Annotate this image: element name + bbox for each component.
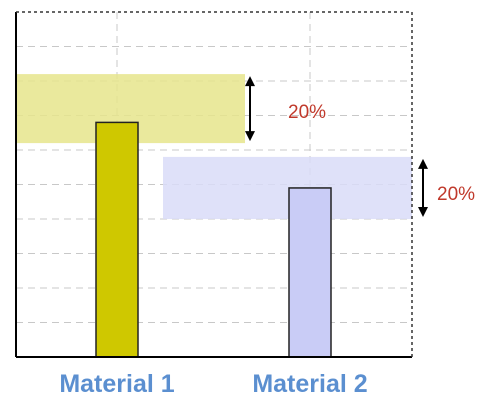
tolerance-arrows (245, 76, 428, 217)
band-2 (163, 156, 412, 219)
band-label-1: 20% (288, 102, 326, 123)
arrow-head-down-1 (245, 131, 255, 142)
tolerance-bands (16, 74, 412, 219)
bar-1 (95, 121, 139, 358)
labels: 20% 20% Material 1 Material 2 (59, 102, 475, 398)
bar-2 (288, 187, 332, 358)
plot-frame-layer (15, 11, 413, 358)
arrow-head-up-1 (245, 76, 255, 87)
arrow-head-up-2 (418, 158, 428, 169)
category-label-2: Material 2 (252, 370, 367, 398)
arrow-head-down-2 (418, 207, 428, 217)
bars (95, 121, 332, 358)
band-label-2: 20% (437, 184, 475, 205)
category-label-1: Material 1 (59, 370, 174, 398)
